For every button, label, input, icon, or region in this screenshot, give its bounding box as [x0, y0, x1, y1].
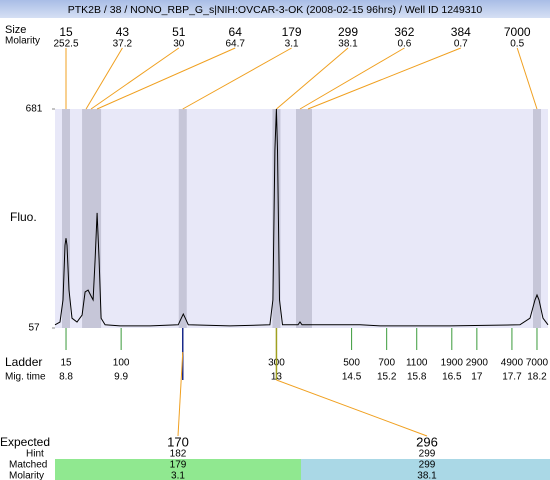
trace	[54, 108, 549, 327]
matched-label: Matched	[9, 460, 47, 471]
expected-label: Expected	[0, 435, 50, 449]
peak-size: 7000	[504, 25, 531, 39]
y-tick-label: 57	[28, 323, 40, 334]
matched-molarity: 3.1	[171, 471, 185, 480]
peak-molarity: 3.1	[285, 39, 299, 50]
matched-molarity: 38.1	[417, 471, 437, 480]
peak-leader	[276, 47, 349, 110]
ladder-size: 500	[343, 358, 360, 369]
peak-molarity: 252.5	[53, 39, 78, 50]
peak-band	[87, 109, 96, 328]
expected-size: 170	[167, 434, 189, 449]
size-row-label: Size	[5, 24, 26, 36]
y-tick-label: 681	[26, 104, 43, 115]
ladder-label: Ladder	[5, 355, 42, 369]
peak-band	[532, 109, 541, 328]
ladder-time: 15.2	[377, 372, 397, 383]
matched-right-bg	[301, 459, 550, 480]
peak-band	[272, 109, 281, 328]
peak-leader	[516, 47, 538, 110]
peak-band	[62, 109, 71, 328]
peak-leader	[307, 47, 461, 110]
ladder-size: 2900	[466, 358, 489, 369]
peak-band	[178, 109, 187, 328]
peak-band	[295, 109, 304, 328]
match-leader	[276, 379, 428, 437]
ladder-time: 16.5	[442, 372, 462, 383]
peak-leader	[182, 47, 292, 110]
ladder-size: 15	[60, 358, 72, 369]
ladder-time: 17.7	[502, 372, 522, 383]
title: PTK2B / 38 / NONO_RBP_G_s|NIH:OVCAR-3-OK…	[68, 4, 483, 16]
peak-size: 51	[172, 25, 186, 39]
peak-leader	[299, 47, 405, 110]
matched-size: 299	[419, 460, 436, 471]
ladder-time: 9.9	[114, 372, 128, 383]
peak-molarity: 38.1	[338, 39, 358, 50]
ladder-size: 700	[378, 358, 395, 369]
peak-leader	[90, 47, 180, 110]
ladder-size: 4900	[501, 358, 524, 369]
peak-molarity: 64.7	[225, 39, 245, 50]
y-axis-label: Fluo.	[10, 210, 37, 224]
peak-molarity: 0.6	[397, 39, 411, 50]
match-leader	[177, 351, 184, 437]
peak-molarity: 0.5	[510, 39, 524, 50]
ladder-size: 100	[113, 358, 130, 369]
peak-molarity: 37.2	[113, 39, 133, 50]
peak-molarity: 0.7	[454, 39, 468, 50]
ladder-time: 14.5	[342, 372, 362, 383]
matched-left-bg	[55, 459, 301, 480]
ladder-time: 15.8	[407, 372, 427, 383]
hint-size: 299	[419, 449, 436, 460]
molarity-label: Molarity	[9, 471, 44, 480]
header-bar	[0, 0, 550, 18]
ladder-size: 7000	[526, 358, 549, 369]
expected-size: 296	[416, 434, 438, 449]
peak-band	[82, 109, 91, 328]
peak-size: 15	[59, 25, 73, 39]
peak-size: 43	[116, 25, 130, 39]
hint-label: Hint	[26, 449, 44, 460]
ladder-size: 1900	[441, 358, 464, 369]
mig-time-label: Mig. time	[5, 372, 46, 383]
ladder-time: 18.2	[527, 372, 547, 383]
ladder-size: 1100	[406, 358, 428, 369]
peak-size: 64	[229, 25, 243, 39]
peak-size: 299	[338, 25, 358, 39]
peak-molarity: 30	[173, 39, 185, 50]
peak-size: 179	[282, 25, 302, 39]
peak-size: 362	[394, 25, 414, 39]
ladder-time: 17	[471, 372, 483, 383]
peak-leader	[96, 47, 236, 110]
peak-band	[304, 109, 313, 328]
molarity-row-label: Molarity	[5, 36, 40, 47]
peak-size: 384	[451, 25, 471, 39]
matched-size: 179	[170, 460, 187, 471]
ladder-time: 8.8	[59, 372, 73, 383]
peak-leader	[85, 47, 123, 110]
hint-size: 182	[170, 449, 187, 460]
